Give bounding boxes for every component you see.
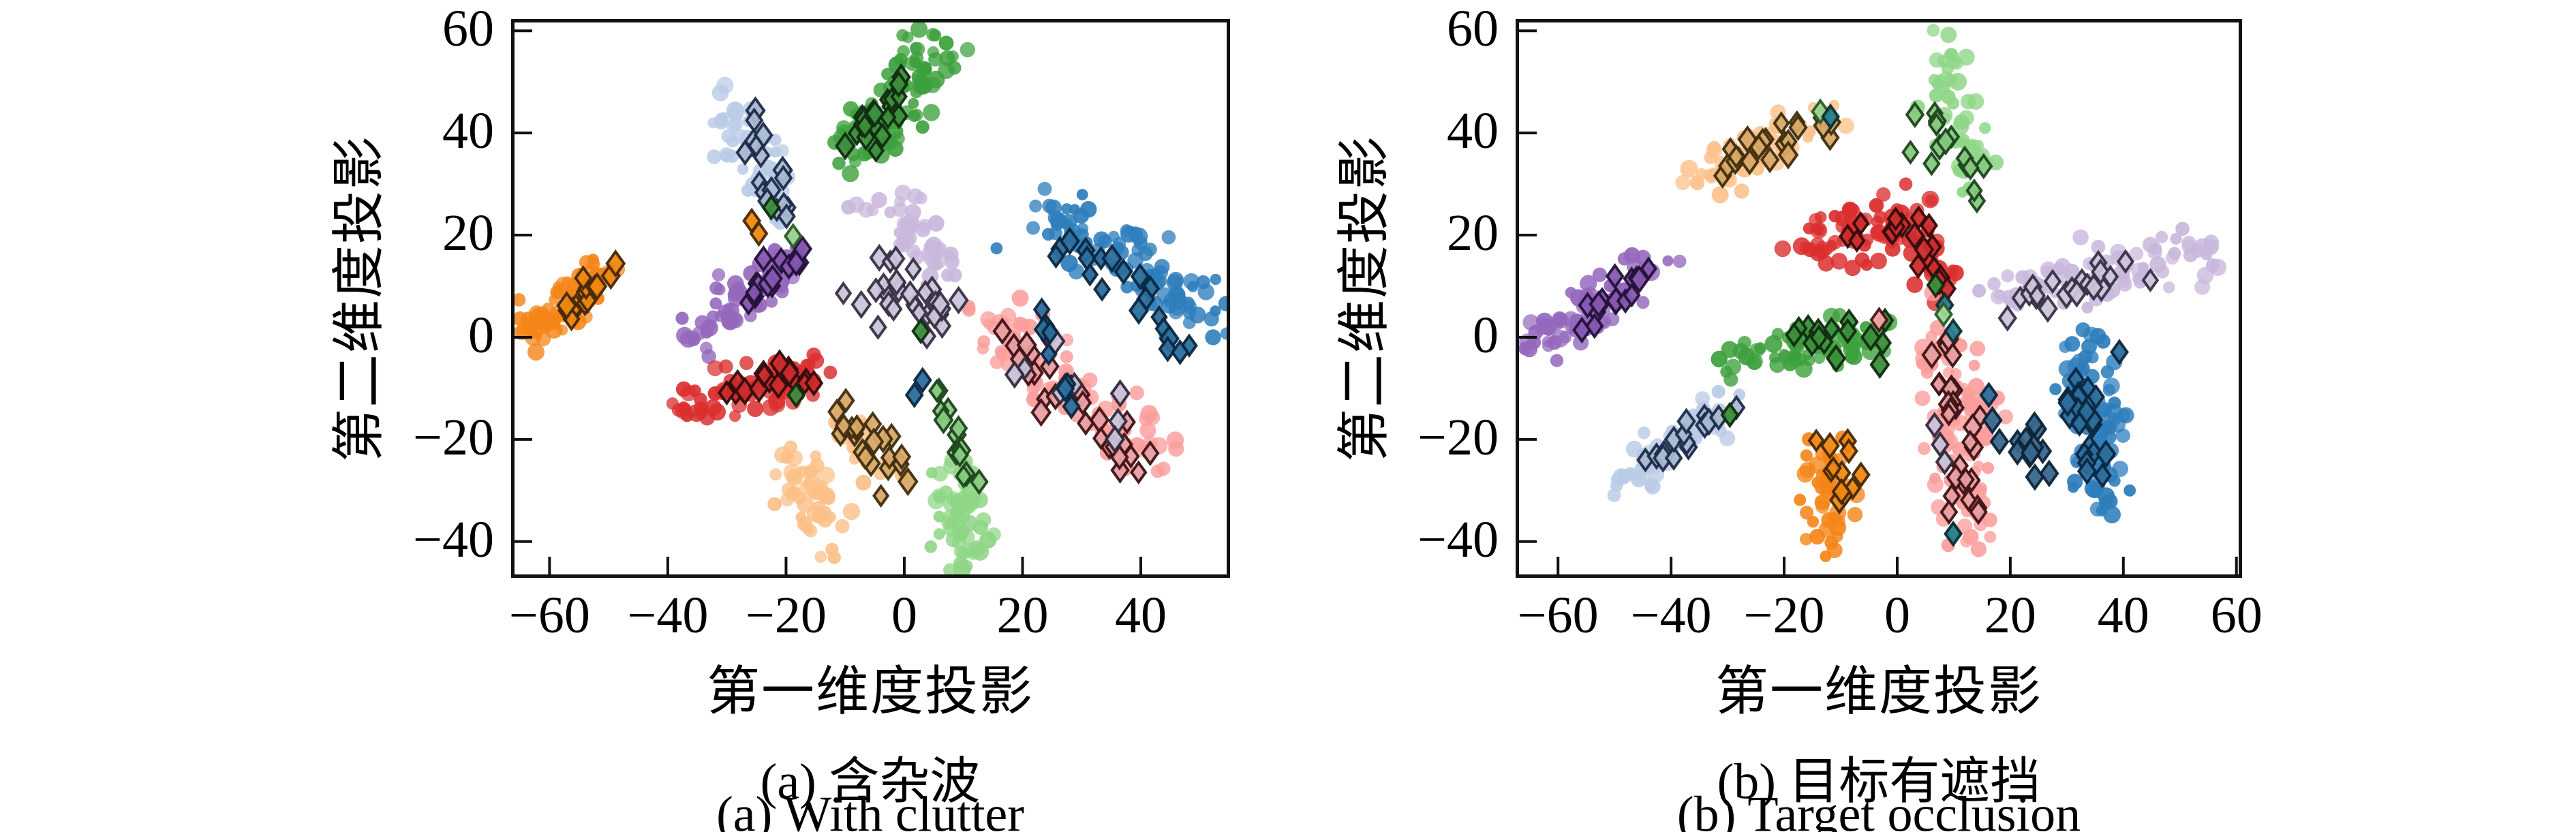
y-tick-label: 20 — [442, 204, 494, 262]
scatter-plot-b — [1516, 19, 2242, 578]
x-tick-label: −60 — [1517, 587, 1599, 644]
y-tick-label: 0 — [1473, 306, 1499, 364]
x-tick-label: −40 — [1630, 587, 1712, 644]
x-tick-label: 20 — [1984, 587, 2036, 644]
x-tick-label: 40 — [2097, 587, 2149, 644]
panel-b-caption-zh: (b) 目标有遮挡 — [1717, 754, 2041, 810]
x-tick-label: −20 — [1743, 587, 1825, 644]
y-tick-label: 40 — [442, 102, 494, 160]
y-tick-label: 20 — [1447, 204, 1499, 262]
y-tick-label: −40 — [1417, 510, 1499, 568]
scatter-plot-a — [511, 19, 1230, 578]
y-tick-label: 60 — [1447, 0, 1499, 58]
y-tick-label: −40 — [413, 510, 494, 568]
x-tick-label: −60 — [508, 587, 590, 644]
x-tick-label: 40 — [1114, 587, 1167, 644]
y-tick-label: −20 — [1417, 408, 1499, 466]
panel-a-x-axis-label: 第一维度投影 — [706, 662, 1034, 721]
y-tick-label: −20 — [413, 408, 494, 466]
x-tick-label: −40 — [627, 587, 709, 644]
y-tick-label: 0 — [468, 306, 494, 364]
y-tick-label: 40 — [1447, 102, 1499, 160]
x-tick-label: −20 — [745, 587, 827, 644]
panel-b-caption-en: (b) Target occlusion — [1676, 786, 2081, 832]
panel-a-caption-en: (a) With clutter — [716, 786, 1024, 832]
x-tick-label: 60 — [2210, 587, 2263, 644]
x-tick-label: 20 — [996, 587, 1049, 644]
y-tick-label: 60 — [442, 0, 494, 58]
panel-b-x-axis-label: 第一维度投影 — [1715, 662, 2043, 721]
panel-a-caption-zh: (a) 含杂波 — [760, 754, 981, 810]
x-tick-label: 0 — [891, 587, 917, 644]
x-tick-label: 0 — [1884, 587, 1910, 644]
